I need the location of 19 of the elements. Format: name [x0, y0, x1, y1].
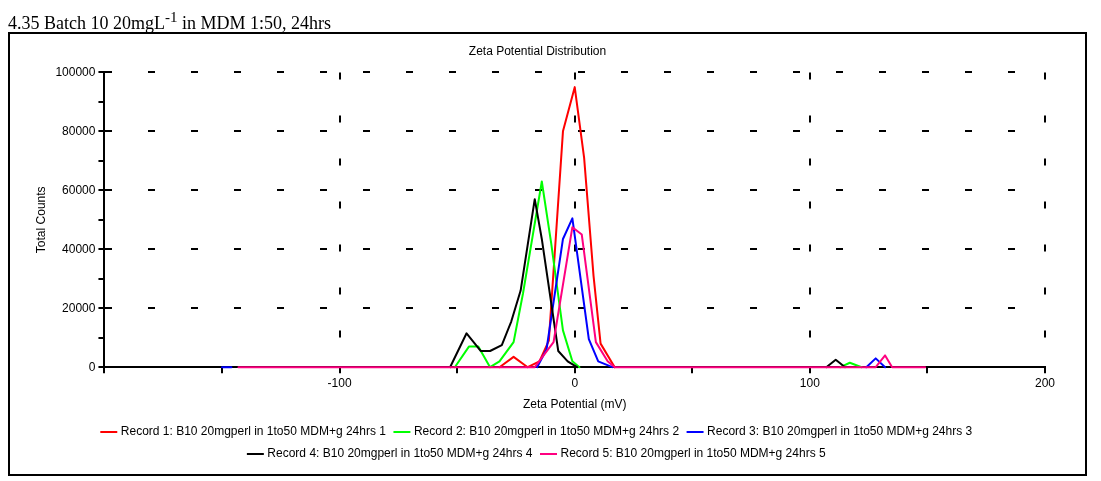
- y-tick-label: 40000: [62, 241, 96, 256]
- chart-title: Zeta Potential Distribution: [468, 43, 607, 58]
- text: 4.35 Batch 10 20mgL$^{-1}$ in MDM 1:50, 24hrs: [8, 8, 332, 33]
- y-tick-label: 0: [88, 359, 96, 374]
- legend-label: Record 4: B10 20mgperl in 1to50 MDM+g 24hrs 4: [267, 446, 533, 461]
- x-axis-title: Zeta Potential (mV): [523, 397, 627, 412]
- x-tick-label: 100: [799, 375, 821, 390]
- legend-label: Record 1: B10 20mgperl in 1to50 MDM+g 24hrs 1: [120, 424, 387, 439]
- legend-label: Record 3: B10 20mgperl in 1to50 MDM+g 24hrs 3: [707, 424, 973, 439]
- y-tick-label: 80000: [62, 123, 96, 138]
- y-tick-label: 20000: [62, 300, 96, 315]
- x-tick-label: 200: [1034, 375, 1056, 390]
- y-axis-title: Total Counts: [33, 186, 48, 254]
- x-tick-label: -100: [327, 375, 352, 390]
- y-tick-label: 100000: [55, 64, 96, 79]
- legend-label: Record 5: B10 20mgperl in 1to50 MDM+g 24hrs 5: [560, 446, 826, 461]
- x-tick-label: 0: [571, 375, 579, 390]
- legend-label: Record 2: B10 20mgperl in 1to50 MDM+g 24hrs 2: [413, 424, 680, 439]
- y-tick-label: 60000: [62, 182, 96, 197]
